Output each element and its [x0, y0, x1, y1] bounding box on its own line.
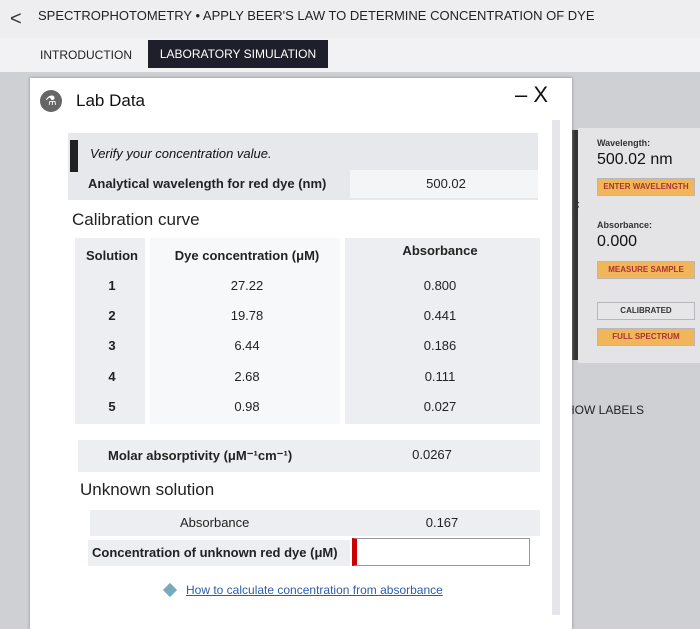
column-header: Solution — [86, 248, 138, 263]
tab[interactable]: INTRODUCTION — [40, 48, 132, 62]
label: Concentration of unknown red dye (μM) — [92, 545, 338, 560]
label: Wavelength: — [597, 138, 651, 148]
absorbance-row — [90, 510, 540, 536]
cell: 0.111 — [424, 368, 456, 384]
cell: 27.22 — [230, 278, 264, 293]
cell: 0.800 — [423, 278, 457, 293]
header-bar — [0, 0, 700, 38]
cell: 1 — [108, 278, 116, 293]
column-bg — [345, 238, 540, 424]
concentration-row — [88, 540, 350, 566]
cell: 0.441 — [423, 308, 457, 324]
back-arrow[interactable]: < — [10, 8, 22, 30]
button[interactable]: ENTER WAVELENGTH — [597, 178, 695, 196]
molar-row — [78, 440, 540, 472]
side-letter: S — [572, 200, 580, 212]
close[interactable]: – X — [515, 82, 549, 107]
tab-bar — [0, 38, 700, 72]
icon: ⚗ — [40, 90, 62, 112]
instrument-panel — [578, 128, 700, 363]
cell: 0.027 — [423, 398, 457, 414]
label: Analytical wavelength for red dye (nm) — [88, 176, 327, 191]
column-bg — [150, 238, 340, 424]
panel-title: Lab Data — [76, 91, 145, 110]
scrollbar[interactable] — [552, 120, 560, 615]
button[interactable]: FULL SPECTRUM — [597, 328, 695, 346]
prompt: Verify your concentration value. — [90, 146, 272, 161]
cell: 0.186 — [423, 338, 457, 354]
value: 0.000 — [597, 233, 638, 250]
button[interactable]: MEASURE SAMPLE — [597, 261, 695, 279]
cell: 2.68 — [234, 368, 260, 384]
column-bg — [75, 238, 145, 424]
cell: 5 — [108, 398, 116, 414]
cell: 0.98 — [234, 398, 260, 414]
label: Absorbance — [180, 515, 250, 530]
button[interactable]: CALIBRATED — [597, 302, 695, 320]
value: 0.167 — [425, 515, 459, 530]
cell: 3 — [108, 338, 116, 354]
cell: 6.44 — [234, 338, 260, 354]
section-title: Unknown solution — [80, 480, 215, 499]
toggle[interactable]: HOW LABELS — [566, 403, 645, 417]
value: 500.02 nm — [597, 151, 673, 168]
header-title: SPECTROPHOTOMETRY • APPLY BEER'S LAW TO … — [38, 8, 595, 23]
answer-input[interactable] — [352, 538, 530, 566]
marker — [70, 140, 78, 172]
label: Absorbance: — [597, 220, 653, 230]
cell: 4 — [108, 368, 116, 384]
section-title: Calibration curve — [72, 210, 200, 229]
tab-active[interactable]: LABORATORY SIMULATION — [148, 40, 328, 68]
cell — [350, 170, 538, 198]
value: 500.02 — [426, 176, 466, 191]
column-header: Dye concentration (μM) — [174, 248, 320, 263]
column-header: Absorbance — [402, 243, 478, 258]
value: 0.0267 — [412, 447, 452, 462]
cell: 19.78 — [230, 308, 264, 324]
help-link[interactable]: How to calculate concentration from abso… — [186, 583, 443, 597]
cell: 2 — [108, 308, 116, 324]
label: Molar absorptivity (μM⁻¹cm⁻¹) — [108, 448, 293, 463]
